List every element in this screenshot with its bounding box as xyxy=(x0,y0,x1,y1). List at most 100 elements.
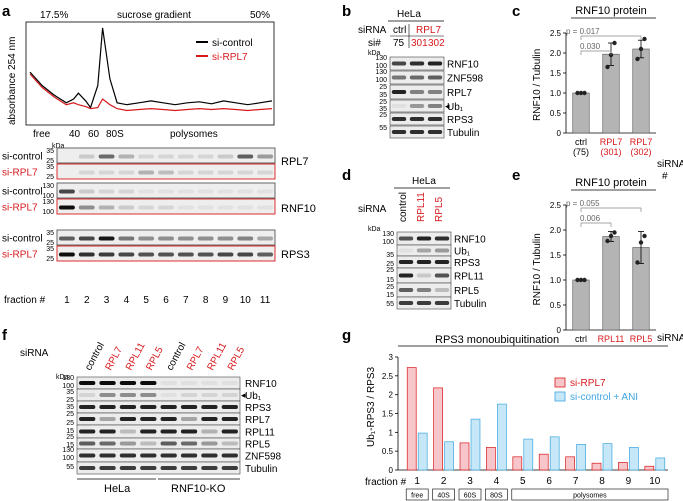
blot-b-band xyxy=(391,104,407,108)
chart-ylabel: RNF10 / Tubulin xyxy=(532,233,543,305)
chart-g-category-label: 4 xyxy=(494,476,500,487)
blot-a-band xyxy=(138,154,155,159)
blot-d-mw-marker: 100 xyxy=(382,239,394,246)
panel-b-letter: b xyxy=(342,3,351,20)
blot-a-band xyxy=(237,154,254,159)
chart-g-bar-ani xyxy=(576,444,586,471)
blot-b-band xyxy=(391,130,407,134)
blot-f-band xyxy=(99,429,116,434)
blot-f-protein-label: Tubulin xyxy=(245,464,277,475)
fraction-number: 11 xyxy=(260,295,271,306)
blot-b-protein-label: ZNF598 xyxy=(447,74,484,85)
blot-f-band xyxy=(140,441,157,446)
blot-a-band xyxy=(177,236,194,241)
chart-g-category-label: 8 xyxy=(599,476,605,487)
blot-b-band xyxy=(391,61,407,66)
chart-p-value: 0.006 xyxy=(580,214,601,223)
chart-g-y-tick-label: 2 xyxy=(389,391,394,400)
blot-b-mw-marker: 25 xyxy=(379,84,387,91)
blot-a-mw-marker: 25 xyxy=(46,174,54,181)
blot-a-band xyxy=(197,236,214,241)
chart-g-bar-ani xyxy=(549,436,560,471)
chart-g-bar-rpl7 xyxy=(459,442,470,471)
blot-b-band xyxy=(427,61,443,66)
chart-c: RNF10 protein RNF10 / Tubulin 0 0.5 1.0 1.5 2.… xyxy=(532,5,656,157)
blot-f-band xyxy=(180,393,198,397)
blot-a-band xyxy=(158,170,174,175)
chart-y-tick-label: 1.0 xyxy=(550,89,562,98)
blot-a-band xyxy=(118,154,135,159)
blot-a-band xyxy=(177,205,194,210)
blot-d-lane-control: control xyxy=(398,192,409,222)
blot-a-band xyxy=(138,189,155,194)
blot-a-band xyxy=(217,236,234,241)
blot-b-band xyxy=(427,130,443,134)
fraction-number: 9 xyxy=(223,295,229,306)
blot-f-band xyxy=(180,381,198,385)
blot-b-band xyxy=(409,117,425,121)
chart-point xyxy=(612,40,617,46)
blot-b-mw-marker: 25 xyxy=(379,99,387,106)
chart-g-bar-rpl7 xyxy=(644,465,655,471)
profile-tick-40: 40 xyxy=(69,129,81,140)
blot-a-band xyxy=(158,154,174,159)
blot-f-mw-marker: 130 xyxy=(62,375,74,382)
blot-b-si-301: 301 xyxy=(411,38,428,49)
blot-f-protein-label: RPS3 xyxy=(245,403,272,414)
blot-b-band xyxy=(427,75,443,80)
blot-f-band xyxy=(99,466,116,470)
panel-a: a 17.5% sucrose gradient 50% absorbance … xyxy=(2,3,316,306)
chart-y-tick-label: 2.5 xyxy=(550,29,562,38)
blot-a-band xyxy=(98,236,115,241)
blot-a-band xyxy=(197,205,214,210)
blot-b-band xyxy=(427,90,443,94)
blot-a-band xyxy=(237,189,254,194)
blot-b-band xyxy=(409,104,425,108)
legend-control-label: si-control xyxy=(212,38,253,49)
panel-d: d HeLa siRNA control RPL11 RPL5 kDa RNF1… xyxy=(342,167,486,310)
blot-f-band xyxy=(140,393,157,397)
blot-a-band xyxy=(257,170,274,175)
blot-a-band xyxy=(177,154,194,159)
blot-a-band xyxy=(58,252,75,257)
chart-g-region-box xyxy=(432,488,455,501)
blot-f-lane-label: RPL7 xyxy=(103,345,125,373)
chart-g-legend-rpl7: si-RPL7 xyxy=(570,378,606,389)
blot-f-band xyxy=(79,441,96,446)
blot-a-mw-marker: 100 xyxy=(42,209,54,216)
blot-b-protein-label: RPS3 xyxy=(447,115,474,126)
chart-g-category-label: 1 xyxy=(414,476,420,487)
blot-f-lane-label: RPL5 xyxy=(226,345,248,373)
blot-f-band xyxy=(79,381,96,385)
blot-f-protein-label: Ub₁ xyxy=(245,391,262,402)
chart-g-category-label: 6 xyxy=(546,476,552,487)
blot-a-band xyxy=(197,154,214,159)
blot-f-band xyxy=(140,453,157,458)
blot-a-mw-marker: 35 xyxy=(46,230,54,237)
chart-point xyxy=(578,90,584,96)
blot-b-si-302: 302 xyxy=(428,38,445,49)
panel-c: c RNF10 protein RNF10 / Tubulin 0 0.5 1.0 1.5… xyxy=(512,3,683,182)
blot-a-mw-marker: 25 xyxy=(46,240,54,247)
blot-b-mw-marker: 25 xyxy=(379,112,387,119)
blot-f-band xyxy=(79,429,96,434)
blot-f-band xyxy=(79,417,96,421)
chart-g-y-tick-label: 2.5 xyxy=(382,372,394,381)
blot-f-kda-label: kDa xyxy=(56,374,69,381)
blot-a-band xyxy=(58,236,75,241)
chart-bar xyxy=(602,53,620,134)
blot-d-mw-marker: 15 xyxy=(386,277,394,284)
blot-d-mw-marker: 35 xyxy=(386,252,394,259)
blot-d-band xyxy=(398,248,414,253)
panel-g: g RPS3 monoubiquitination Ub₁-RPS3 / RPS… xyxy=(342,327,669,501)
blot-a-band xyxy=(118,236,135,241)
blot-d-lane-rpl5: RPL5 xyxy=(434,197,445,222)
blot-a-band xyxy=(217,205,234,210)
blot-f-group-ko: RNF10-KO xyxy=(171,483,226,495)
blot-a-band xyxy=(138,205,155,210)
blot-b-sirna-label: siRNA xyxy=(358,25,387,36)
blot-a-band xyxy=(118,252,135,257)
chart-g-region-box xyxy=(511,488,669,501)
profile-line-control xyxy=(29,27,273,109)
